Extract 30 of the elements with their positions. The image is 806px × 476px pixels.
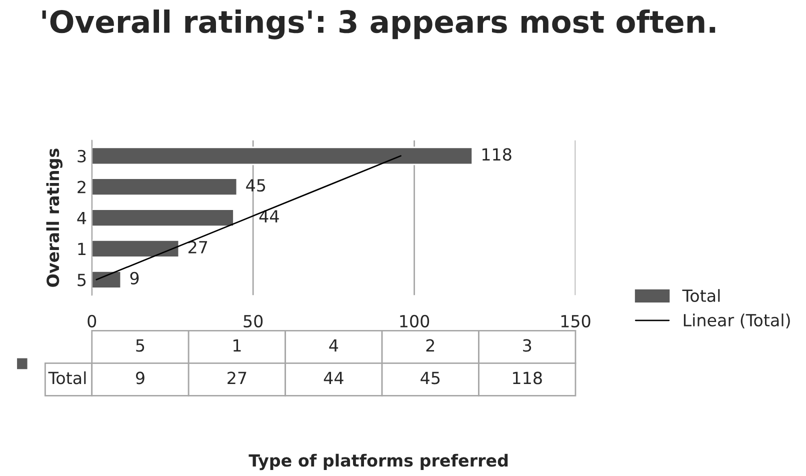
y-tick-label: 3 <box>78 150 86 162</box>
y-axis-title: Overall ratings <box>46 148 63 287</box>
text: Total <box>48 371 86 384</box>
x-tick-label: 100 <box>400 314 430 328</box>
x-tick-label: 150 <box>561 314 590 328</box>
text: 27 <box>228 372 246 384</box>
x-tick-label: 0 <box>88 314 96 328</box>
y-tick-label: 2 <box>78 180 86 194</box>
category-label: 2 <box>426 339 434 352</box>
text: 9 <box>136 372 144 384</box>
y-tick-label: 1 <box>78 242 86 256</box>
data-label: 9 <box>130 272 139 284</box>
data-label: 118 <box>482 148 512 161</box>
chart-title: 'Overall ratings': 3 appears most often. <box>42 10 716 40</box>
category-label: 4 <box>329 339 338 352</box>
y-tick-label: 5 <box>78 274 86 286</box>
data-label: 27 <box>188 240 208 254</box>
data-label: 44 <box>259 210 279 222</box>
category-label: 5 <box>136 339 144 352</box>
x-tick-label: 50 <box>244 314 263 328</box>
text: 118 <box>513 372 542 384</box>
text: 45 <box>420 372 440 384</box>
category-label: 1 <box>233 339 241 352</box>
category-label: 3 <box>523 339 532 352</box>
text: 44 <box>324 372 344 384</box>
legend-label: Linear (Total) <box>684 314 790 328</box>
y-tick-label: 4 <box>77 212 86 224</box>
data-label: 45 <box>246 179 266 192</box>
text: Type of platforms preferred <box>248 454 508 470</box>
legend-label: Total <box>682 289 720 302</box>
